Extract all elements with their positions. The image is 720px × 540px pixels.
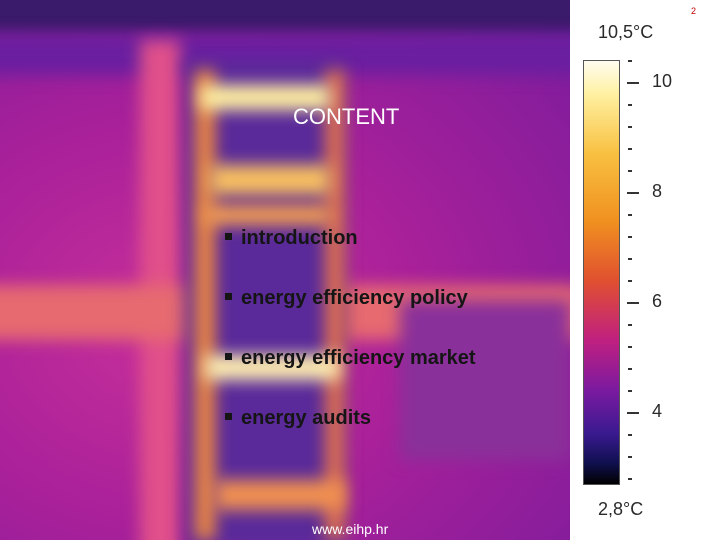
scale-minor-tick [628, 60, 632, 62]
thermal-image [0, 0, 570, 540]
scale-minor-tick [628, 456, 632, 458]
bullet-item: energy efficiency policy [225, 287, 468, 310]
footer: www.eihp.hr [312, 521, 389, 537]
scale-minor-tick [628, 434, 632, 436]
scale-tick-label: 10 [652, 71, 673, 91]
scale-tick-label: 6 [652, 291, 663, 311]
scale-min: 2,8°C [598, 499, 644, 519]
scale-minor-tick [628, 324, 632, 326]
scale-minor-tick [628, 104, 632, 106]
color-scale-bar [583, 60, 620, 485]
scale-minor-tick [628, 346, 632, 348]
scale-tick-label: 4 [652, 401, 663, 421]
bullet-item: energy efficiency market [225, 347, 476, 370]
bullet-item: energy audits [225, 407, 371, 430]
slide-number: 2 [691, 6, 697, 16]
scale-minor-tick [628, 280, 632, 282]
scale-major-tick [627, 412, 639, 414]
scale-minor-tick [628, 126, 632, 128]
scale-minor-tick [628, 390, 632, 392]
scale-minor-tick [628, 170, 632, 172]
scale-tick-label: 8 [652, 181, 663, 201]
scale-minor-tick [628, 148, 632, 150]
scale-major-tick [627, 302, 639, 304]
scale-minor-tick [628, 478, 632, 480]
scale-major-tick [627, 82, 639, 84]
slide-title: CONTENT [293, 104, 400, 129]
scale-max: 10,5°C [598, 22, 654, 42]
scale-minor-tick [628, 214, 632, 216]
scale-minor-tick [628, 368, 632, 370]
bullet-item: introduction [225, 227, 358, 250]
scale-major-tick [627, 192, 639, 194]
scale-minor-tick [628, 236, 632, 238]
scale-minor-tick [628, 258, 632, 260]
